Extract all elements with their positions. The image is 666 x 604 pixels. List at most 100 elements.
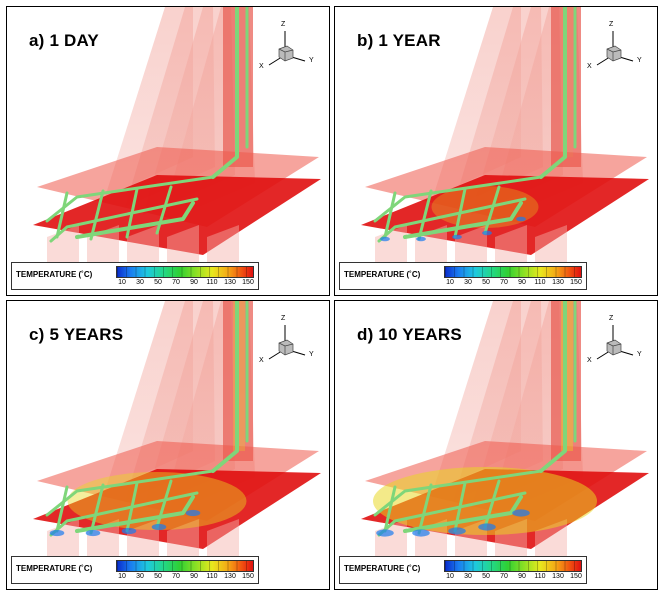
axis-triad-icon: Z Y X xyxy=(257,315,317,371)
temperature-legend: TEMPERATURE (˚C) 10 30 50 70 90 110 130 150 xyxy=(339,262,587,290)
reservoir-layer xyxy=(33,175,321,255)
colorbar-tick-label: 130 xyxy=(552,279,564,286)
axis-label-z: Z xyxy=(609,21,614,28)
colorbar-ticks: 10 30 50 70 90 110 130 150 xyxy=(116,279,254,289)
colorbar-tick-label: 10 xyxy=(446,573,454,580)
pipe xyxy=(417,189,433,241)
axis-label-y: Y xyxy=(637,351,642,358)
legend-title: TEMPERATURE (˚C) xyxy=(16,270,93,279)
colorbar-tick-label: 70 xyxy=(172,573,180,580)
colorbar-tick-label: 30 xyxy=(136,279,144,286)
colorbar xyxy=(444,266,582,278)
pipe xyxy=(403,201,523,239)
pipe xyxy=(125,481,139,533)
cool-spot xyxy=(121,527,137,535)
pipe xyxy=(155,479,173,529)
cool-spot xyxy=(185,509,201,517)
colorbar-tick-label: 130 xyxy=(552,573,564,580)
axis-triad-icon: Z Y X xyxy=(585,21,645,77)
pipe xyxy=(89,189,105,241)
temperature-legend: TEMPERATURE (˚C) 10 30 50 70 90 110 130 150 xyxy=(11,556,259,584)
panel-title: a) 1 DAY xyxy=(29,31,99,50)
colorbar-tick-label: 10 xyxy=(118,279,126,286)
cool-spot xyxy=(380,236,390,242)
pipe xyxy=(55,485,69,533)
cool-spot xyxy=(448,527,466,535)
colorbar xyxy=(116,560,254,572)
axis-label-y: Y xyxy=(637,57,642,64)
cool-spot xyxy=(516,216,526,222)
temperature-legend: TEMPERATURE (˚C) 10 30 50 70 90 110 130 150 xyxy=(11,262,259,290)
temperature-scene xyxy=(33,301,321,571)
pipe xyxy=(211,301,239,473)
pipe xyxy=(155,185,173,235)
axis-label-z: Z xyxy=(281,21,286,28)
cool-spot xyxy=(85,529,101,537)
colorbar-tick-label: 30 xyxy=(136,573,144,580)
pipe xyxy=(383,485,397,533)
colorbar-tick-label: 130 xyxy=(224,573,236,580)
pipe xyxy=(75,201,195,239)
axis-label-y: Y xyxy=(309,57,314,64)
colorbar xyxy=(444,560,582,572)
axis-label-z: Z xyxy=(609,315,614,322)
colorbar-tick-label: 110 xyxy=(206,573,218,580)
colorbar-tick-label: 50 xyxy=(482,279,490,286)
axis-label-x: X xyxy=(259,357,264,364)
axis-triad-icon: Z Y X xyxy=(585,315,645,371)
temperature-scene xyxy=(33,7,321,277)
colorbar-tick-label: 10 xyxy=(446,279,454,286)
pipe xyxy=(125,187,139,239)
reservoir-layer xyxy=(361,175,649,255)
pipe xyxy=(453,187,467,239)
colorbar-tick-label: 70 xyxy=(500,279,508,286)
axis-triad-icon: Z Y X xyxy=(257,21,317,77)
colorbar-tick-label: 110 xyxy=(534,279,546,286)
axis-label-x: X xyxy=(587,357,592,364)
pipe xyxy=(539,301,567,473)
pipe xyxy=(483,185,501,235)
colorbar-tick-label: 70 xyxy=(172,279,180,286)
panel-d: d) 10 YEARS Z Y X TEMPERATURE (˚C) 10 30 50 7… xyxy=(334,300,658,590)
cool-spot xyxy=(151,523,167,531)
colorbar-tick-label: 50 xyxy=(482,573,490,580)
legend-title: TEMPERATURE (˚C) xyxy=(344,270,421,279)
colorbar-tick-label: 150 xyxy=(242,279,254,286)
pipe xyxy=(383,191,397,239)
legend-title: TEMPERATURE (˚C) xyxy=(344,564,421,573)
cool-spot xyxy=(412,529,430,537)
pipe xyxy=(483,479,501,529)
colorbar-tick-label: 150 xyxy=(242,573,254,580)
temperature-scene xyxy=(361,301,649,571)
pipe xyxy=(403,495,523,533)
colorbar xyxy=(116,266,254,278)
colorbar-tick-label: 10 xyxy=(118,573,126,580)
colorbar-tick-label: 30 xyxy=(464,573,472,580)
temperature-legend: TEMPERATURE (˚C) 10 30 50 70 90 110 130 150 xyxy=(339,556,587,584)
panel-a: a) 1 DAY Z Y X TEMPERATURE (˚C) 10 30 50 70 90… xyxy=(6,6,330,296)
pipe xyxy=(373,469,543,517)
pipe xyxy=(89,483,105,535)
cool-spot xyxy=(49,529,65,537)
panel-title: c) 5 YEARS xyxy=(29,325,124,344)
pipe xyxy=(539,7,567,179)
colorbar-ticks: 10 30 50 70 90 110 130 150 xyxy=(116,573,254,583)
pipe xyxy=(55,191,69,239)
colorbar-tick-label: 110 xyxy=(534,573,546,580)
pipe xyxy=(45,469,215,517)
pipe xyxy=(75,495,195,533)
colorbar-tick-label: 30 xyxy=(464,279,472,286)
reservoir-layer xyxy=(33,469,321,549)
colorbar-ticks: 10 30 50 70 90 110 130 150 xyxy=(444,573,582,583)
axis-label-y: Y xyxy=(309,351,314,358)
colorbar-tick-label: 150 xyxy=(570,279,582,286)
cool-spot xyxy=(376,529,394,537)
axis-label-x: X xyxy=(259,63,264,70)
axis-label-x: X xyxy=(587,63,592,70)
colorbar-tick-label: 90 xyxy=(518,573,526,580)
colorbar-tick-label: 50 xyxy=(154,573,162,580)
colorbar-ticks: 10 30 50 70 90 110 130 150 xyxy=(444,279,582,289)
colorbar-tick-label: 150 xyxy=(570,573,582,580)
cool-spot xyxy=(416,236,426,242)
